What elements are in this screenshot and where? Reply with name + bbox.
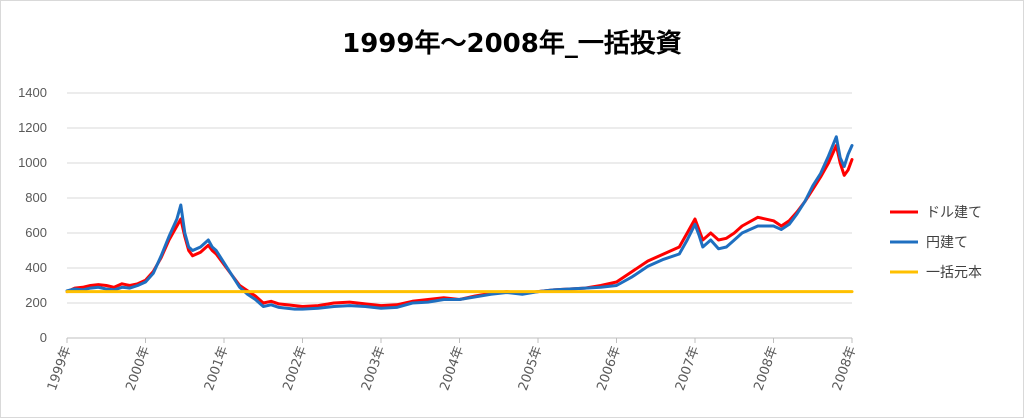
x-tick-label: 2002年 [280,344,310,392]
x-tick-label: 2000年 [123,344,153,392]
x-tick-label: 2007年 [673,344,703,392]
chart-title: 1999年～2008年_一括投資 [342,28,682,59]
x-tick-label: 2001年 [202,344,232,392]
y-tick-label: 400 [25,260,47,275]
series-line-2 [65,135,854,311]
x-tick-label: 2005年 [516,344,546,392]
x-tick-label: 2003年 [359,344,389,392]
x-tick-label: 2004年 [437,344,467,392]
plot-series [65,135,854,311]
series-line-1 [65,144,854,308]
legend-label: ドル建て [926,205,982,221]
x-tick-label: 2006年 [594,344,624,392]
y-tick-label: 0 [40,330,47,345]
y-tick-label: 800 [25,190,47,205]
gridlines [67,92,852,339]
y-tick-label: 200 [25,295,47,310]
y-tick-label: 600 [25,225,47,240]
x-tick-label: 2008年 [751,344,781,392]
y-axis-ticks: 0 200 400 600 800 1000 1200 1400 [18,85,47,345]
x-tick-label: 1999年 [45,344,75,392]
y-tick-label: 1200 [18,120,47,135]
x-tick-label: 2008年 [830,344,860,392]
y-tick-label: 1000 [18,155,47,170]
legend-label: 一括元本 [926,265,982,281]
y-tick-label: 1400 [18,85,47,100]
x-axis-ticks: 1999年 2000年 2001年 2002年 2003年 2004年 2005年 2006年… [45,338,860,393]
legend-label: 円建て [926,235,968,251]
